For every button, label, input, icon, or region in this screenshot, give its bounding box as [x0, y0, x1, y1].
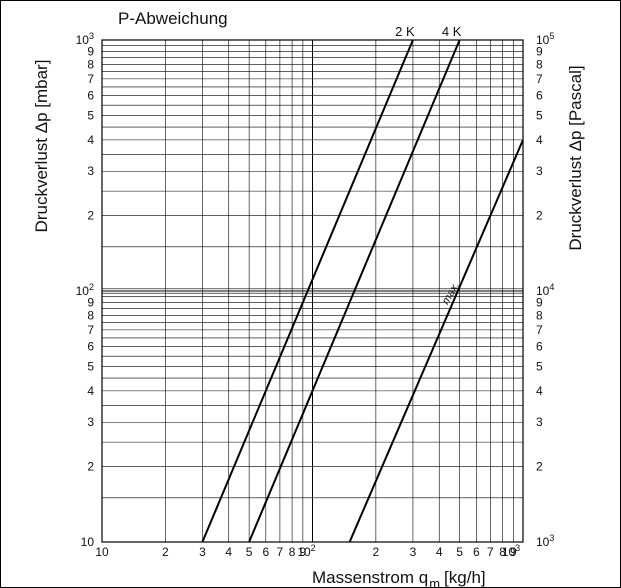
grid — [101, 39, 524, 543]
x-tick-label-0: 10 — [95, 545, 109, 559]
x-tick-label-8: 9 — [300, 545, 307, 559]
y-tick-right-label-7: 8 — [536, 308, 543, 322]
x-tick-label-7: 8 — [289, 545, 296, 559]
y-tick-left-label-4: 5 — [87, 360, 94, 374]
plot-border — [101, 39, 524, 543]
x-tick-label-9: 102 — [297, 543, 315, 559]
y-tick-left-label-14: 6 — [87, 89, 94, 103]
y-tick-right-label-16: 8 — [536, 57, 543, 71]
x-tick-label-4: 5 — [246, 545, 253, 559]
x-tick-label-17: 9 — [510, 545, 517, 559]
series-lines — [201, 39, 524, 543]
x-axis-label-main: Massenstrom q — [312, 568, 428, 587]
y-tick-right-label-10: 2 — [536, 208, 543, 222]
y-tick-right-label-8: 9 — [536, 295, 543, 309]
x-tick-label-2: 3 — [199, 545, 206, 559]
series-label-1: 4 K — [442, 24, 462, 39]
y-tick-right-label-1: 2 — [536, 459, 543, 473]
x-tick-label-1: 2 — [162, 545, 169, 559]
y-tick-right-label-3: 4 — [536, 384, 543, 398]
y-tick-right-label-6: 7 — [536, 323, 543, 337]
series-line-0 — [201, 39, 414, 543]
y-tick-right-label-9: 104 — [536, 282, 554, 298]
x-tick-label-12: 4 — [436, 545, 443, 559]
y-tick-right-label-14: 6 — [536, 89, 543, 103]
y-tick-right-label-0: 103 — [536, 533, 554, 549]
y-tick-right-label-18: 105 — [536, 31, 554, 47]
y-tick-left-label-11: 3 — [87, 164, 94, 178]
x-tick-label-3: 4 — [225, 545, 232, 559]
y-tick-right-label-15: 7 — [536, 72, 543, 86]
y-tick-left-label-16: 8 — [87, 57, 94, 71]
y-tick-right-label-17: 9 — [536, 44, 543, 58]
y-tick-left-label-13: 5 — [87, 109, 94, 123]
x-tick-label-14: 6 — [473, 545, 480, 559]
y-tick-left-label-17: 9 — [87, 44, 94, 58]
y-tick-right-label-4: 5 — [536, 360, 543, 374]
y-tick-right-label-5: 6 — [536, 340, 543, 354]
x-axis-label-unit: [kg/h] — [444, 568, 486, 587]
x-tick-label-6: 7 — [277, 545, 284, 559]
x-axis-label-subscript: m — [429, 576, 440, 588]
y-tick-left-label-18: 103 — [76, 31, 94, 47]
y-axis-label-right: Druckverlust Δp [Pascal] — [566, 65, 585, 250]
x-axis-label: Massenstrom qm [kg/h] — [312, 568, 486, 588]
y-tick-left-label-8: 9 — [87, 295, 94, 309]
y-axis-label-left: Druckverlust Δp [mbar] — [32, 60, 51, 233]
y-tick-left-label-3: 4 — [87, 384, 94, 398]
x-tick-label-5: 6 — [262, 545, 269, 559]
y-tick-left-label-10: 2 — [87, 208, 94, 222]
x-tick-label-13: 5 — [456, 545, 463, 559]
y-tick-left-label-9: 102 — [76, 282, 94, 298]
x-tick-label-15: 7 — [487, 545, 494, 559]
y-tick-right-label-13: 5 — [536, 109, 543, 123]
y-tick-left-label-5: 6 — [87, 340, 94, 354]
series-label-0: 2 K — [395, 24, 415, 39]
chart-title: P-Abweichung — [118, 9, 228, 28]
x-tick-label-11: 3 — [410, 545, 417, 559]
x-tick-label-18: 103 — [502, 543, 520, 559]
y-tick-left-label-7: 8 — [87, 308, 94, 322]
y-tick-right-label-12: 4 — [536, 133, 543, 147]
y-tick-right-label-2: 3 — [536, 415, 543, 429]
series-line-1 — [248, 39, 461, 543]
y-tick-left-label-0: 10 — [81, 535, 95, 549]
y-tick-right-label-11: 3 — [536, 164, 543, 178]
y-tick-left-label-15: 7 — [87, 72, 94, 86]
x-tick-label-10: 2 — [373, 545, 380, 559]
y-tick-left-label-12: 4 — [87, 133, 94, 147]
y-tick-left-label-6: 7 — [87, 323, 94, 337]
y-tick-left-label-2: 3 — [87, 415, 94, 429]
x-tick-label-16: 8 — [499, 545, 506, 559]
y-tick-left-label-1: 2 — [87, 459, 94, 473]
series-line-2 — [348, 139, 524, 543]
